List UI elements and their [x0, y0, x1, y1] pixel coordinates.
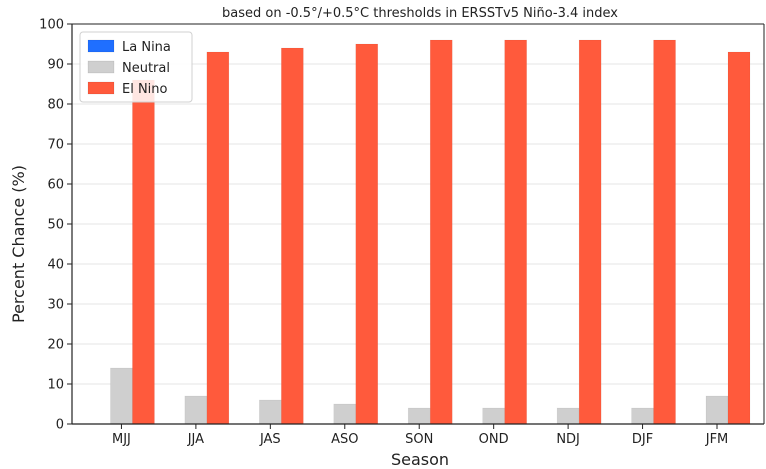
bar-neutral-djf: [631, 407, 654, 425]
y-tick-label: 100: [39, 18, 64, 33]
bars: [110, 39, 751, 425]
x-tick-label: MJJ: [112, 432, 131, 447]
legend-swatch-neutral: [87, 60, 115, 74]
bar-el-nino-mjj: [132, 79, 155, 425]
bar-el-nino-ond: [504, 39, 527, 425]
axes: 0 10 20 30 40 50 60 70 80 90 100 MJJ JJA JAS ASO SON OND…: [39, 18, 765, 447]
y-tick-label: 40: [47, 258, 64, 273]
bar-neutral-jfm: [705, 395, 729, 425]
bar-el-nino-djf: [653, 39, 676, 425]
x-tick-label: OND: [479, 432, 509, 447]
legend-label-el-nino: El Nino: [122, 82, 168, 97]
x-tick-label: ASO: [331, 432, 358, 447]
bar-neutral-aso: [333, 403, 357, 425]
y-tick-label: 30: [47, 298, 64, 313]
bar-el-nino-ndj: [578, 39, 602, 425]
bar-neutral-jja: [184, 395, 208, 425]
y-tick-label: 0: [56, 418, 64, 433]
chart-title: based on -0.5°/+0.5°C thresholds in ERSS…: [222, 6, 618, 21]
bar-neutral-jas: [259, 399, 282, 425]
legend: La Nina Neutral El Nino: [79, 31, 193, 103]
bar-el-nino-jas: [281, 47, 304, 425]
y-tick-label: 50: [47, 218, 64, 233]
bar-el-nino-son: [429, 39, 453, 425]
y-axis-title: Percent Chance (%): [9, 165, 28, 323]
y-tick-label: 90: [47, 58, 64, 73]
x-tick-label: NDJ: [556, 432, 580, 447]
x-tick-label: SON: [405, 432, 433, 447]
legend-swatch-el-nino: [87, 81, 115, 95]
bar-neutral-ndj: [556, 407, 580, 425]
x-axis-title: Season: [391, 450, 449, 469]
bar-el-nino-jja: [206, 51, 230, 425]
y-tick-label: 60: [47, 178, 64, 193]
legend-label-neutral: Neutral: [122, 61, 170, 76]
bar-neutral-ond: [482, 407, 505, 425]
legend-label-la-nina: La Nina: [122, 40, 171, 55]
bar-el-nino-jfm: [727, 51, 751, 425]
x-tick-label: JJA: [187, 432, 204, 447]
y-tick-label: 10: [47, 378, 64, 393]
bar-el-nino-aso: [355, 43, 379, 425]
y-tick-label: 70: [47, 138, 64, 153]
y-tick-label: 80: [47, 98, 64, 113]
y-tick-label: 20: [47, 338, 64, 353]
x-tick-label: JFM: [705, 432, 729, 447]
x-tick-label: DJF: [632, 432, 653, 447]
x-tick-label: JAS: [259, 432, 281, 447]
legend-swatch-la-nina: [87, 39, 115, 53]
bar-neutral-son: [407, 407, 431, 425]
bar-neutral-mjj: [110, 367, 133, 425]
